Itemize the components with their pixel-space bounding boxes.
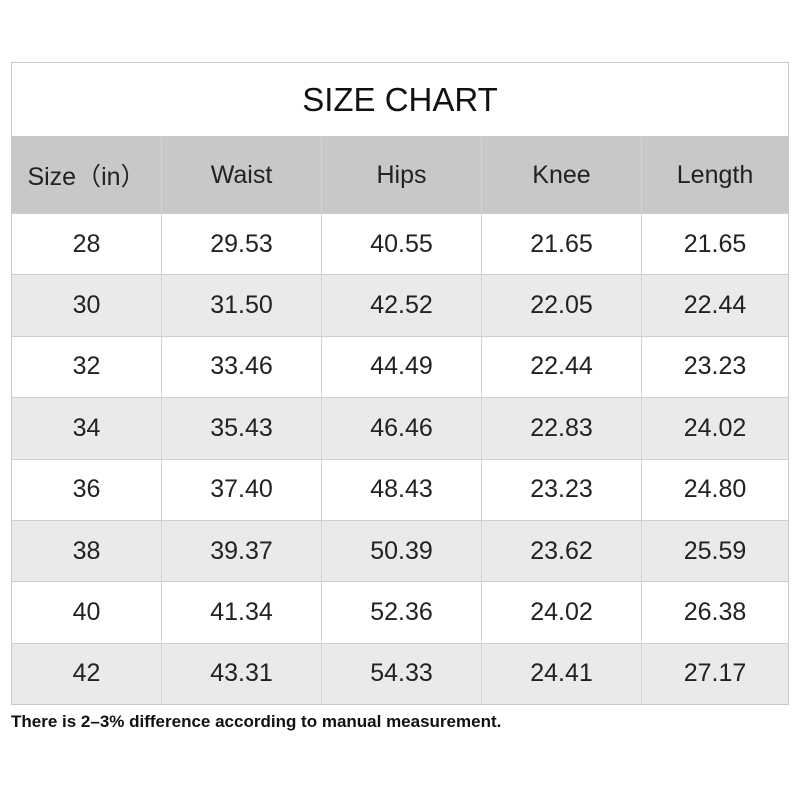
header-row: Size（in） Waist Hips Knee Length — [12, 137, 788, 214]
cell-size: 40 — [12, 582, 162, 643]
cell-size: 34 — [12, 398, 162, 459]
cell-length: 26.38 — [683, 598, 747, 627]
cell-knee: 21.65 — [482, 214, 642, 275]
table-title: SIZE CHART — [12, 63, 788, 137]
header-knee: Knee — [482, 137, 642, 213]
table-row: 36 37.40 48.43 23.23 24.80 — [12, 459, 788, 521]
size-chart-table: SIZE CHART Size（in） Waist Hips Knee Leng… — [11, 62, 789, 706]
header-waist: Waist — [162, 137, 322, 213]
cell-knee: 24.02 — [482, 582, 642, 643]
cell-waist: 35.43 — [162, 398, 322, 459]
table-row: 28 29.53 40.55 21.65 21.65 — [12, 214, 788, 276]
cell-size: 32 — [12, 336, 162, 398]
cell-waist: 31.50 — [162, 275, 322, 336]
cell-waist: 29.53 — [162, 214, 322, 275]
cell-length: 23.23 — [683, 352, 747, 381]
cell-knee: 23.62 — [482, 520, 642, 582]
cell-hips: 54.33 — [322, 643, 482, 705]
table-row: 32 33.46 44.49 22.44 23.23 — [12, 336, 788, 399]
cell-waist: 43.31 — [162, 643, 322, 705]
table-row: 30 31.50 42.52 22.05 22.44 — [12, 275, 788, 337]
cell-hips: 50.39 — [322, 520, 482, 582]
cell-knee: 22.83 — [482, 398, 642, 459]
cell-waist: 39.37 — [162, 520, 322, 582]
cell-knee: 23.23 — [482, 459, 642, 520]
cell-knee: 24.41 — [482, 643, 642, 705]
cell-length: 24.80 — [683, 475, 747, 504]
cell-hips: 42.52 — [322, 275, 482, 336]
measurement-note: There is 2–3% difference according to ma… — [11, 712, 502, 731]
cell-length: 24.02 — [683, 413, 747, 442]
cell-length: 25.59 — [683, 536, 747, 565]
cell-hips: 46.46 — [322, 398, 482, 459]
cell-length: 22.44 — [683, 291, 747, 320]
cell-hips: 48.43 — [322, 459, 482, 520]
cell-size: 42 — [12, 643, 162, 705]
cell-size: 36 — [12, 459, 162, 520]
cell-length: 27.17 — [683, 659, 747, 688]
table-row: 38 39.37 50.39 23.62 25.59 — [12, 520, 788, 583]
table-row: 34 35.43 46.46 22.83 24.02 — [12, 398, 788, 460]
cell-knee: 22.05 — [482, 275, 642, 336]
cell-hips: 40.55 — [322, 214, 482, 275]
table-row: 40 41.34 52.36 24.02 26.38 — [12, 582, 788, 644]
cell-size: 28 — [12, 214, 162, 275]
header-size: Size（in） — [12, 137, 162, 213]
cell-waist: 33.46 — [162, 336, 322, 398]
cell-size: 38 — [12, 520, 162, 582]
cell-waist: 41.34 — [162, 582, 322, 643]
cell-size: 30 — [12, 275, 162, 336]
header-hips: Hips — [322, 137, 482, 213]
cell-hips: 44.49 — [322, 336, 482, 398]
header-length: Length — [676, 160, 754, 189]
table-row: 42 43.31 54.33 24.41 27.17 — [12, 643, 788, 705]
cell-knee: 22.44 — [482, 336, 642, 398]
cell-waist: 37.40 — [162, 459, 322, 520]
cell-length: 21.65 — [683, 229, 747, 258]
cell-hips: 52.36 — [322, 582, 482, 643]
